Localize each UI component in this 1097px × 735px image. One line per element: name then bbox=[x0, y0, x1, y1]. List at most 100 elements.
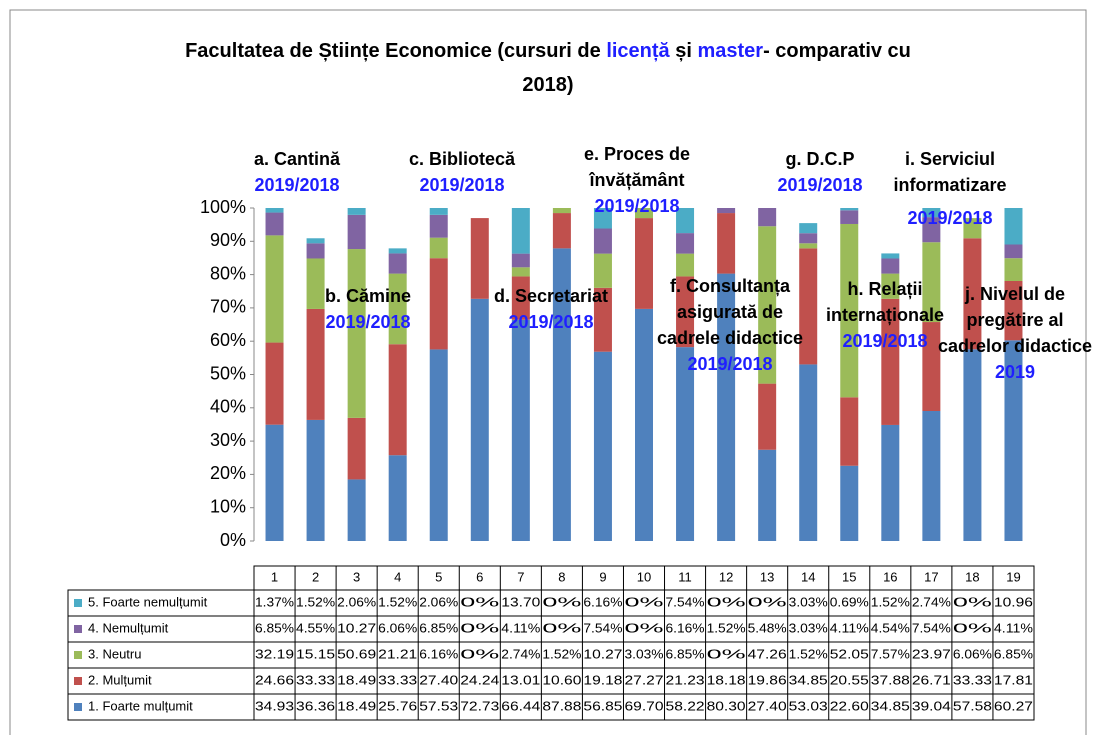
title-part: master bbox=[697, 40, 763, 62]
bar-segment bbox=[922, 322, 941, 411]
table-cell: 24.66 bbox=[255, 672, 294, 687]
bar-segment bbox=[799, 364, 818, 541]
table-cell: 0% bbox=[953, 620, 993, 635]
x-tick-label: 14 bbox=[801, 569, 815, 584]
table-cell: 19.86 bbox=[748, 672, 787, 687]
bar-segment bbox=[881, 424, 900, 541]
annotation-period: 2019/2018 bbox=[687, 354, 772, 374]
annotation-period: 2019/2018 bbox=[777, 175, 862, 195]
legend-label: 3. Neutru bbox=[88, 646, 141, 661]
table-cell: 10.27 bbox=[337, 620, 376, 635]
y-tick-label: 90% bbox=[210, 230, 246, 250]
bar-segment bbox=[388, 248, 407, 254]
bar-segment bbox=[511, 253, 530, 268]
x-tick-label: 12 bbox=[719, 569, 733, 584]
bar-segment bbox=[799, 223, 818, 234]
y-tick-label: 20% bbox=[210, 463, 246, 483]
bar-segment bbox=[306, 419, 325, 541]
x-tick-label: 17 bbox=[924, 569, 938, 584]
bar-segment bbox=[429, 208, 448, 215]
bar-segment bbox=[552, 248, 571, 541]
bar-segment bbox=[840, 210, 859, 224]
bar-segment bbox=[347, 208, 366, 215]
table-cell: 22.60 bbox=[830, 698, 869, 713]
x-tick-label: 13 bbox=[760, 569, 774, 584]
bar-segment bbox=[347, 479, 366, 541]
legend-label: 2. Mulțumit bbox=[88, 672, 152, 687]
table-cell: 4.55% bbox=[296, 620, 336, 635]
bar-segment bbox=[306, 258, 325, 309]
table-cell: 20.55 bbox=[830, 672, 869, 687]
bar-segment bbox=[347, 214, 366, 250]
table-cell: 0% bbox=[542, 620, 582, 635]
bar-segment bbox=[717, 273, 736, 541]
table-cell: 1.52% bbox=[378, 594, 418, 609]
table-cell: 34.85 bbox=[789, 672, 828, 687]
table-cell: 4.11% bbox=[501, 620, 541, 635]
table-cell: 1.52% bbox=[542, 646, 582, 661]
table-cell: 21.21 bbox=[378, 646, 417, 661]
title-part: și bbox=[670, 40, 698, 62]
table-cell: 6.16% bbox=[583, 594, 623, 609]
bar-segment bbox=[676, 347, 695, 541]
annotation-period: 2019/2018 bbox=[842, 331, 927, 351]
annotation: cadrele didactice bbox=[657, 328, 803, 348]
table-cell: 60.27 bbox=[994, 698, 1033, 713]
table-cell: 6.06% bbox=[378, 620, 418, 635]
table-cell: 18.49 bbox=[337, 672, 376, 687]
bar-segment bbox=[388, 273, 407, 345]
legend-label: 4. Nemulțumit bbox=[88, 620, 169, 635]
table-cell: 4.54% bbox=[871, 620, 911, 635]
bar-segment bbox=[265, 208, 284, 213]
bar-segment bbox=[265, 212, 284, 236]
table-cell: 0% bbox=[624, 620, 664, 635]
bar-segment bbox=[593, 228, 612, 254]
bar-segment bbox=[429, 258, 448, 350]
x-tick-label: 8 bbox=[558, 569, 565, 584]
bar-segment bbox=[922, 242, 941, 323]
table-cell: 1.52% bbox=[871, 594, 911, 609]
x-tick-label: 6 bbox=[476, 569, 483, 584]
x-tick-label: 1 bbox=[271, 569, 278, 584]
x-tick-label: 15 bbox=[842, 569, 856, 584]
x-tick-label: 16 bbox=[883, 569, 897, 584]
table-cell: 6.85% bbox=[419, 620, 459, 635]
table-cell: 69.70 bbox=[624, 698, 663, 713]
bar-segment bbox=[265, 424, 284, 541]
table-cell: 24.24 bbox=[460, 672, 499, 687]
chart-border bbox=[9, 9, 1087, 735]
bar-segment bbox=[758, 208, 777, 227]
annotation: d. Secretariat bbox=[494, 286, 608, 306]
bar-segment bbox=[758, 226, 777, 384]
table-cell: 7.57% bbox=[871, 646, 911, 661]
x-tick-label: 2 bbox=[312, 569, 319, 584]
annotation-period: 2019/2018 bbox=[594, 196, 679, 216]
annotation: f. Consultanța bbox=[670, 276, 791, 296]
bar-segment bbox=[306, 238, 325, 244]
bar-segment bbox=[1004, 208, 1023, 245]
table-cell: 0% bbox=[542, 594, 582, 609]
bar-segment bbox=[922, 217, 941, 243]
table-cell: 0% bbox=[748, 594, 788, 609]
table-cell: 7.54% bbox=[666, 594, 706, 609]
table-cell: 52.05 bbox=[830, 646, 869, 661]
bar-segment bbox=[552, 213, 571, 249]
table-cell: 56.85 bbox=[583, 698, 622, 713]
legend-key bbox=[74, 599, 82, 607]
bar-segment bbox=[840, 208, 859, 211]
table-cell: 3.03% bbox=[789, 620, 829, 635]
bar-segment bbox=[593, 351, 612, 541]
table-cell: 58.22 bbox=[666, 698, 705, 713]
x-tick-label: 18 bbox=[965, 569, 979, 584]
table-cell: 1.52% bbox=[707, 620, 747, 635]
x-tick-label: 7 bbox=[517, 569, 524, 584]
table-cell: 34.93 bbox=[255, 698, 294, 713]
bar-segment bbox=[922, 410, 941, 541]
bar-segment bbox=[676, 233, 695, 254]
annotation-period: 2019/2018 bbox=[508, 312, 593, 332]
x-tick-label: 9 bbox=[599, 569, 606, 584]
table-cell: 10.60 bbox=[542, 672, 581, 687]
bar-segment bbox=[635, 308, 653, 541]
bar-segment bbox=[676, 208, 695, 234]
